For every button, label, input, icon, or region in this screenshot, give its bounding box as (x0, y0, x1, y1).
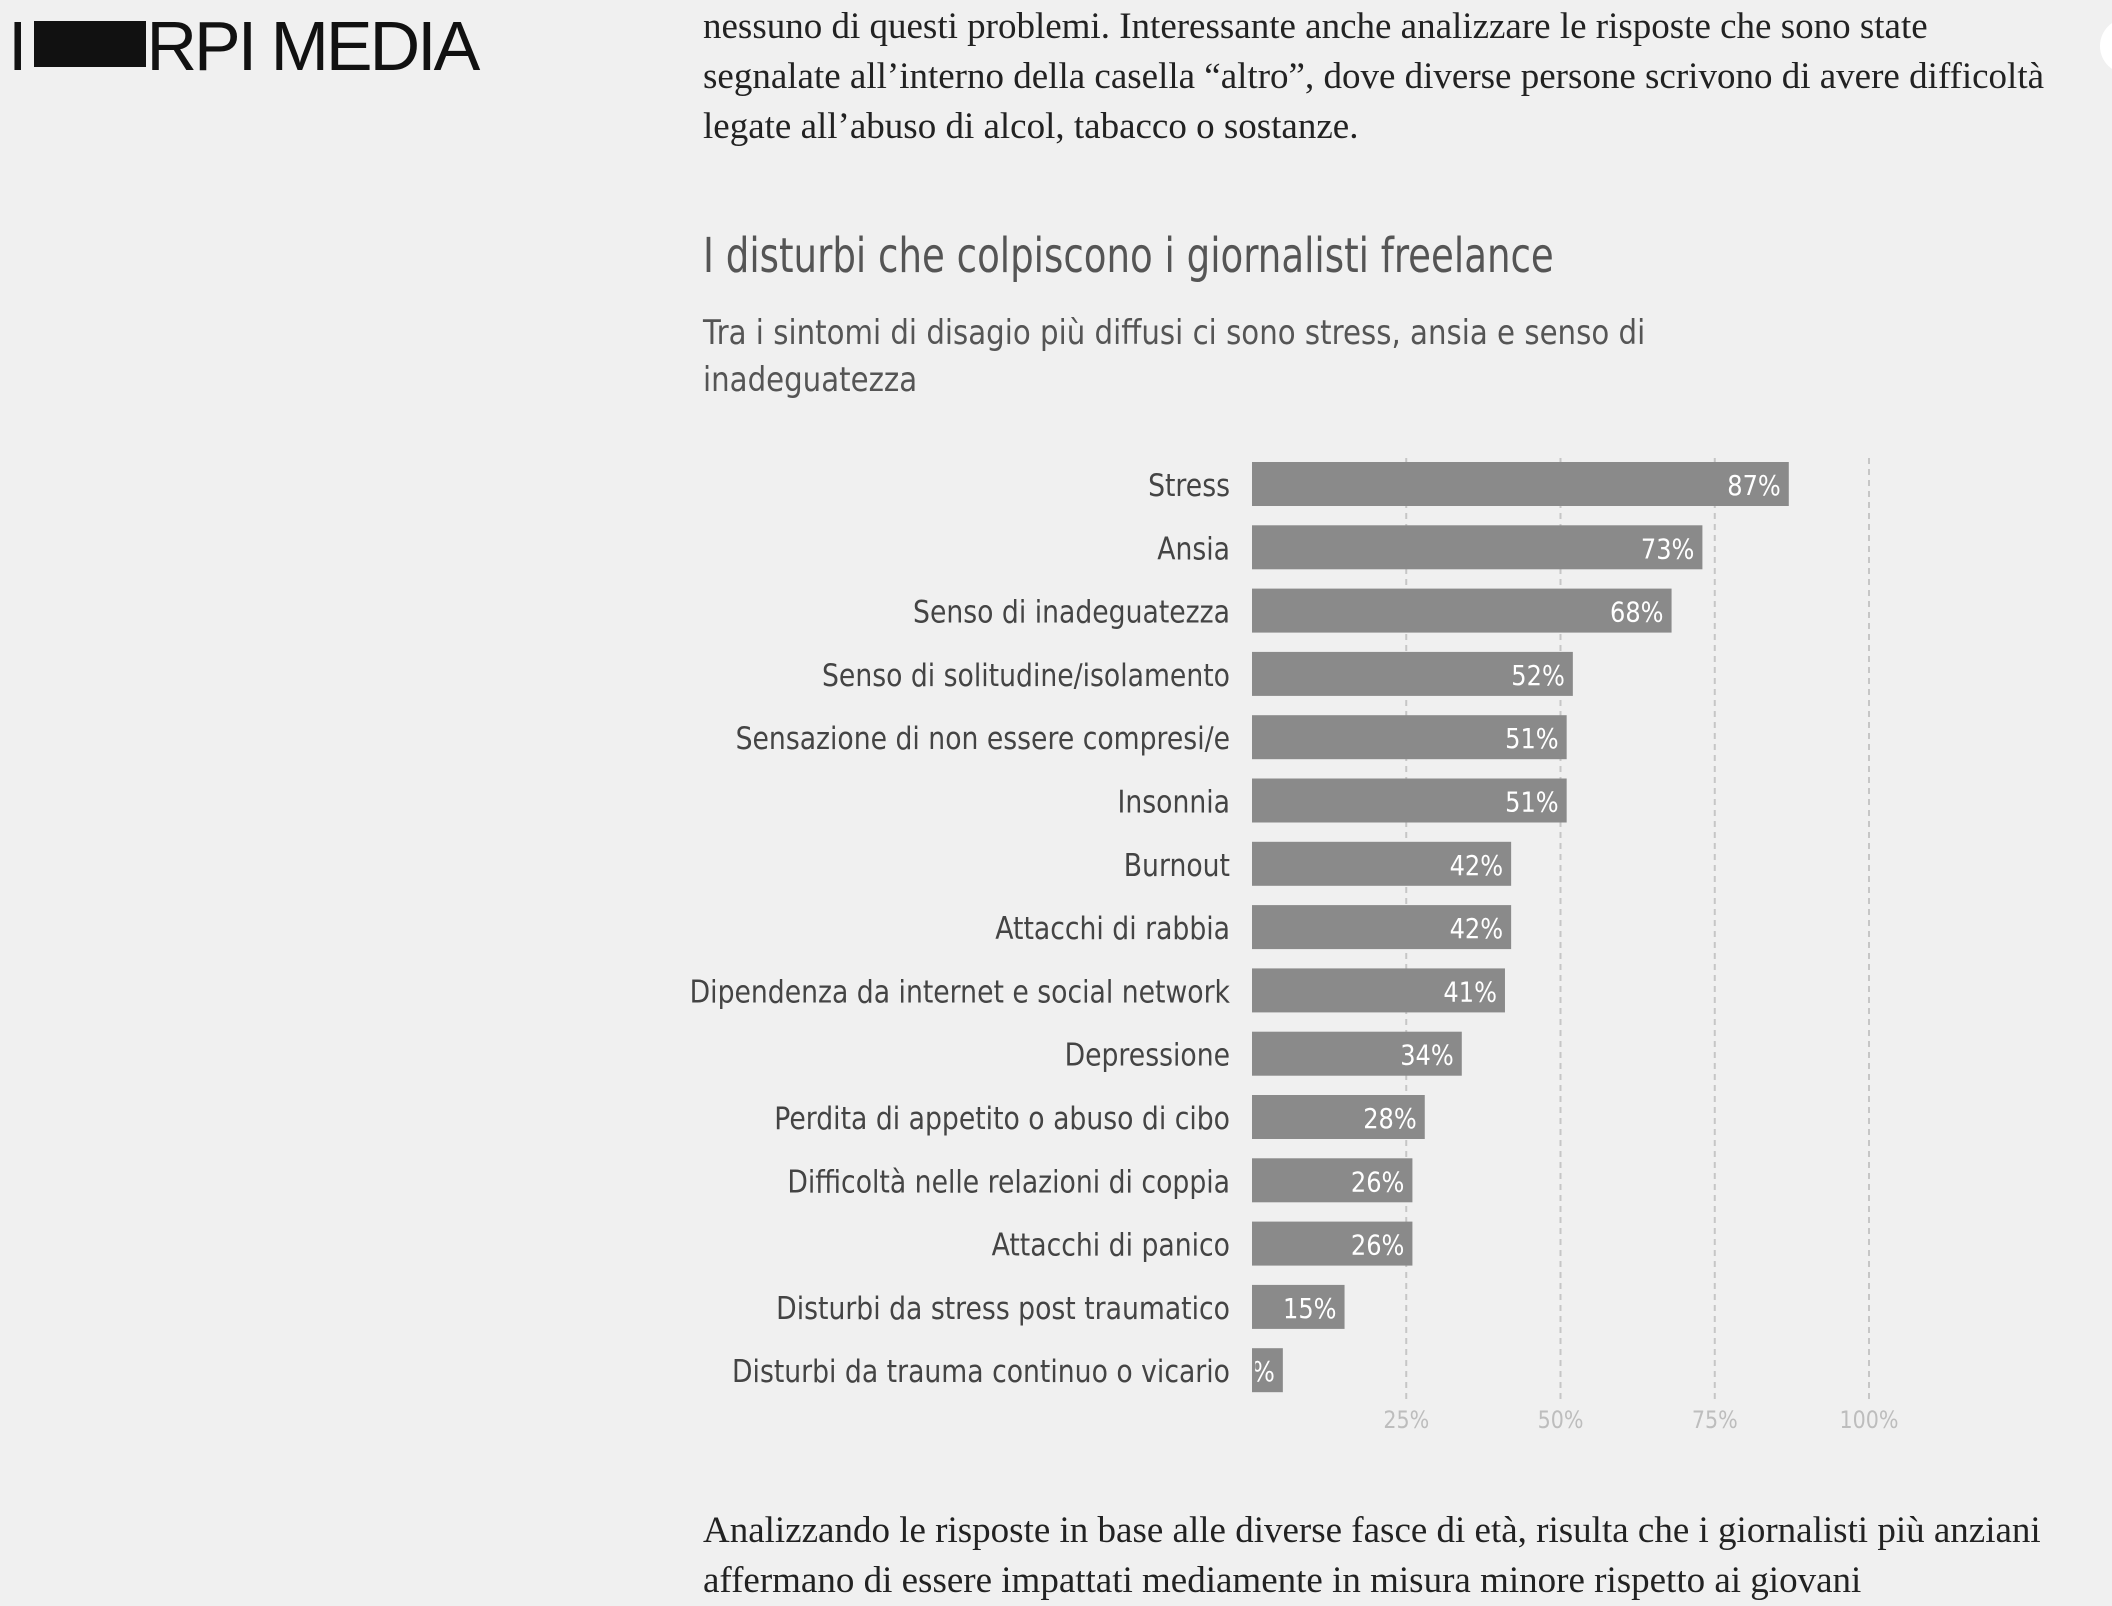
value-label: 5% (1237, 1357, 1275, 1389)
value-label: 68% (1610, 597, 1664, 629)
value-label: 52% (1511, 660, 1565, 692)
category-label: Depressione (1065, 1037, 1230, 1073)
bar (1252, 588, 1672, 633)
bar (1252, 1158, 1413, 1203)
scroll-top-button[interactable] (2100, 18, 2112, 74)
category-label: Burnout (1124, 847, 1230, 883)
value-label: 15% (1283, 1293, 1337, 1325)
value-label: 51% (1505, 724, 1559, 756)
chart-title: I disturbi che colpiscono i giornalisti … (703, 228, 1554, 284)
bar (1252, 968, 1505, 1013)
category-label: Stress (1148, 467, 1230, 503)
bar (1252, 1348, 1283, 1393)
value-label: 87% (1727, 470, 1781, 502)
article-paragraph-top: nessuno di questi problemi. Interessante… (703, 6, 2045, 147)
value-label: 26% (1351, 1230, 1405, 1262)
category-label: Senso di inadeguatezza (913, 594, 1230, 630)
bar (1252, 715, 1567, 760)
x-tick-label: 25% (1383, 1407, 1429, 1435)
logo-text-left: I (8, 7, 28, 85)
site-logo[interactable]: I RPI MEDIA (8, 2, 480, 90)
value-label: 34% (1400, 1040, 1454, 1072)
category-label: Ansia (1157, 530, 1230, 566)
x-tick-label: 75% (1692, 1407, 1738, 1435)
value-label: 42% (1450, 913, 1504, 945)
logo-redaction-block (34, 21, 147, 67)
bar (1252, 1031, 1462, 1076)
value-label: 42% (1450, 850, 1504, 882)
bar (1252, 905, 1512, 950)
bar (1252, 525, 1703, 570)
value-label: 51% (1505, 787, 1559, 819)
category-label: Perdita di appetito o abuso di cibo (774, 1100, 1230, 1136)
category-label: Sensazione di non essere compresi/e (736, 720, 1230, 756)
bar (1252, 1284, 1345, 1329)
category-label: Attacchi di panico (992, 1227, 1230, 1263)
value-label: 73% (1641, 534, 1695, 566)
value-label: 28% (1363, 1103, 1417, 1135)
value-label: 41% (1443, 977, 1497, 1009)
category-label: Difficoltà nelle relazioni di coppia (787, 1163, 1230, 1199)
value-label: 26% (1351, 1167, 1405, 1199)
category-label: Senso di solitudine/isolamento (822, 657, 1230, 693)
bar (1252, 1221, 1413, 1266)
category-label: Insonnia (1118, 784, 1230, 820)
category-label: Dipendenza da internet e social network (690, 973, 1231, 1009)
bar (1252, 841, 1512, 886)
article-paragraph-bottom: Analizzando le risposte in base alle div… (703, 1510, 2041, 1601)
x-tick-label: 50% (1538, 1407, 1584, 1435)
bar (1252, 651, 1573, 696)
bar (1252, 1095, 1425, 1139)
chart-subtitle: Tra i sintomi di disagio più diffusi ci … (703, 313, 1646, 400)
x-tick-label: 100% (1840, 1407, 1899, 1435)
category-label: Attacchi di rabbia (995, 910, 1230, 946)
bar (1252, 778, 1567, 823)
category-label: Disturbi da trauma continuo o vicario (732, 1353, 1230, 1389)
category-label: Disturbi da stress post traumatico (776, 1290, 1230, 1326)
logo-text-right: RPI MEDIA (146, 7, 480, 85)
bar (1252, 462, 1789, 506)
